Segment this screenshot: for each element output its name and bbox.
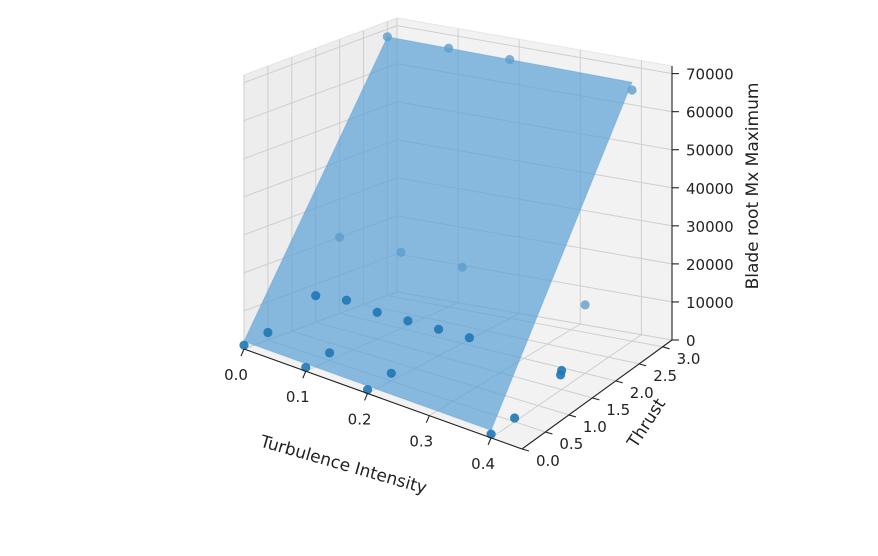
z-tick-label: 20000 <box>686 256 734 274</box>
scatter-point <box>311 291 321 301</box>
scatter-points-front <box>239 291 567 439</box>
x-tick-label: 0.0 <box>224 366 248 384</box>
scatter-point <box>386 368 396 378</box>
z-tick-label: 70000 <box>686 66 734 84</box>
x-tick-label: 0.3 <box>409 433 433 451</box>
scatter-point <box>580 300 590 310</box>
y-tick <box>615 380 623 384</box>
scatter-point <box>509 413 520 423</box>
x-tick-label: 0.4 <box>471 455 495 473</box>
y-axis-line <box>521 339 673 450</box>
scatter-point <box>363 385 373 395</box>
y-tick-label: 2.0 <box>630 384 654 402</box>
z-tick-label: 0 <box>686 332 696 350</box>
z-tick-label: 60000 <box>686 104 734 122</box>
y-tick-label: 1.5 <box>606 401 630 419</box>
x-tick <box>240 348 245 357</box>
axes <box>240 66 679 452</box>
scatter-point <box>301 362 311 372</box>
z-axis-title: Blade root Mx Maximum <box>743 83 763 290</box>
y-tick <box>639 363 647 367</box>
y-tick <box>662 346 670 350</box>
surface-patch <box>243 36 633 431</box>
y-tick-label: 2.5 <box>653 367 677 385</box>
scatter-point <box>403 316 413 326</box>
x-tick <box>364 393 369 401</box>
y-tick-label: 1.0 <box>583 418 607 436</box>
scatter-point <box>464 333 474 343</box>
fitted-surface <box>243 36 633 431</box>
y-tick <box>521 448 530 452</box>
grid-line-z <box>243 25 673 84</box>
y-tick-label: 3.0 <box>677 350 701 368</box>
y-tick-label: 0.5 <box>559 435 583 453</box>
tick-labels: 0.00.10.20.30.4 0.00.51.01.52.02.53.00100… <box>224 66 734 473</box>
y-tick <box>568 414 577 418</box>
scatter-point <box>325 348 335 358</box>
x-axis-line <box>243 348 523 450</box>
scatter-point <box>486 429 496 439</box>
scatter-point <box>434 324 444 334</box>
x-tick-label: 0.2 <box>348 410 372 428</box>
scatter-point <box>263 327 273 338</box>
scatter-point <box>341 295 352 305</box>
x-tick <box>487 437 492 446</box>
z-tick-label: 40000 <box>686 180 734 198</box>
z-tick-label: 50000 <box>686 142 734 160</box>
scatter-point <box>239 340 249 350</box>
y-tick-label: 0.0 <box>536 452 560 470</box>
x-tick <box>425 415 430 423</box>
scatter-point <box>556 370 566 380</box>
x-tick-label: 0.1 <box>286 388 310 406</box>
z-tick-label: 10000 <box>686 294 734 312</box>
z-tick-label: 30000 <box>686 218 734 236</box>
y-tick <box>545 431 553 435</box>
x-tick <box>302 371 307 379</box>
x-axis-title: Turbulence Intensity <box>257 432 429 499</box>
y-tick <box>592 397 600 401</box>
scatter-point <box>372 307 382 317</box>
